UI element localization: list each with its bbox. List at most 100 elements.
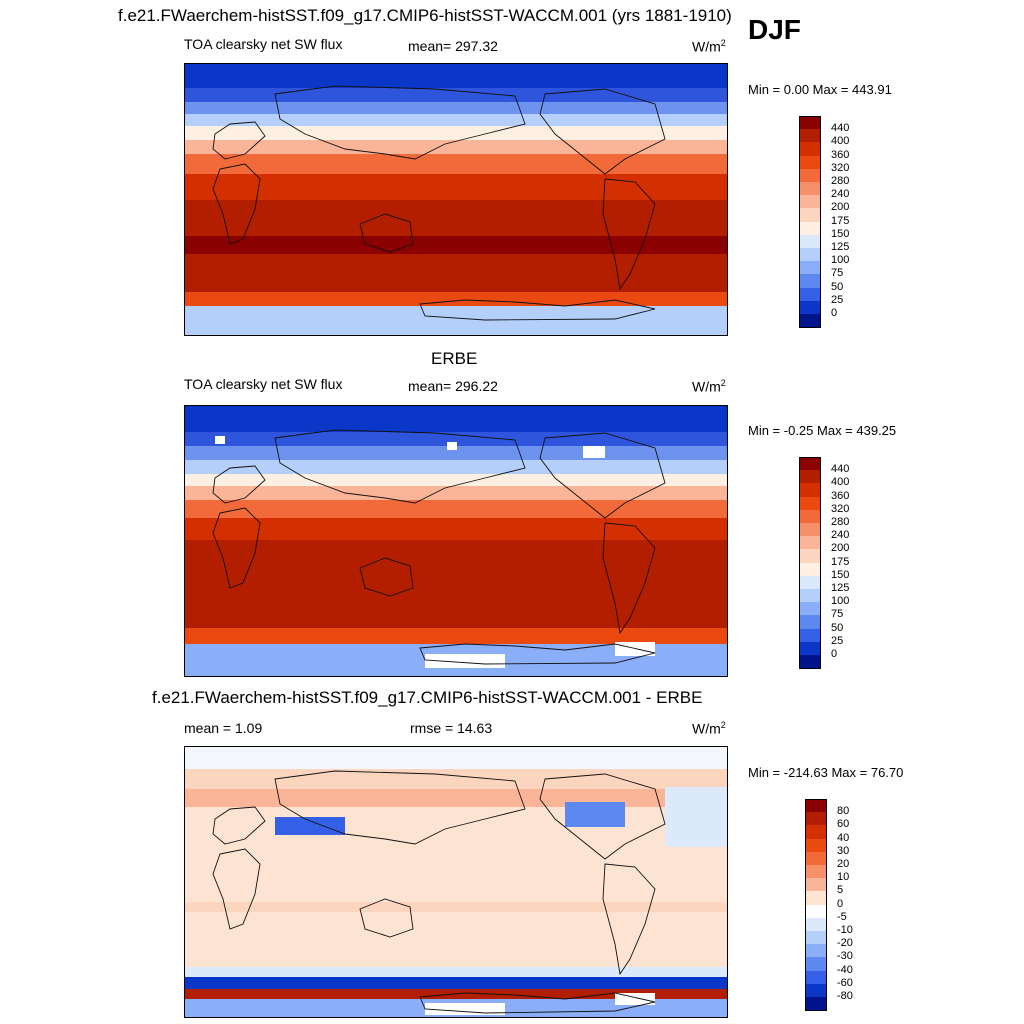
colorbar-tick-label: 280	[831, 175, 850, 187]
colorbar-tick-label: 150	[831, 227, 850, 240]
panel1-minmax-label: Min = 0.00 Max = 443.91	[748, 82, 892, 97]
colorbar-swatch	[805, 957, 827, 972]
colorbar-swatch	[799, 274, 821, 289]
panel1-mean-label: mean= 297.32	[408, 38, 498, 54]
colorbar-swatch	[805, 931, 827, 945]
colorbar-swatch	[805, 983, 827, 998]
panel2-minmax-label: Min = -0.25 Max = 439.25	[748, 423, 897, 438]
colorbar-swatch	[805, 838, 827, 853]
colorbar-swatch	[799, 575, 821, 590]
colorbar-swatch	[799, 155, 821, 170]
colorbar-tick-label: 25	[831, 634, 844, 647]
colorbar-tick-label: 100	[831, 595, 850, 608]
colorbar-tick-label: 320	[831, 502, 850, 515]
panel3-mean-label: mean = 1.09	[184, 720, 263, 736]
colorbar-tick-label: 400	[831, 476, 850, 489]
colorbar-tick-label: 60	[837, 818, 850, 831]
colorbar-tick-label: 240	[831, 188, 850, 201]
colorbar-tick-label: 5	[837, 884, 844, 897]
colorbar-tick-label: -40	[837, 963, 853, 976]
colorbar-tick-label: 360	[831, 489, 850, 502]
colorbar-tick-label: 440	[831, 463, 850, 476]
colorbar-tick-label: 25	[831, 293, 844, 306]
colorbar-swatch	[805, 825, 827, 840]
colorbar-swatch	[805, 917, 827, 932]
colorbar-tick-label: 10	[837, 871, 850, 884]
colorbar-swatch	[805, 970, 827, 985]
colorbar-tick-label: 240	[831, 529, 850, 542]
colorbar-swatch	[799, 248, 821, 262]
season-label: DJF	[748, 14, 801, 45]
panel2-mean-label: mean= 296.22	[408, 378, 498, 394]
colorbar-tick-label: -80	[837, 990, 853, 1002]
colorbar-swatch	[805, 799, 827, 813]
colorbar-swatch	[805, 944, 827, 958]
colorbar-swatch	[799, 208, 821, 223]
colorbar-swatch	[799, 168, 821, 183]
colorbar-swatch	[799, 589, 821, 603]
colorbar-tick-label: -20	[837, 937, 853, 950]
panel1-map	[184, 63, 728, 336]
panel1-variable-label: TOA clearsky net SW flux	[184, 36, 343, 52]
colorbar-swatch	[799, 641, 821, 656]
colorbar-swatch	[799, 182, 821, 196]
colorbar-tick-label: 100	[831, 254, 850, 267]
colorbar-tick-label: 440	[831, 122, 850, 135]
panel3-title: f.e21.FWaerchem-histSST.f09_g17.CMIP6-hi…	[152, 688, 703, 707]
colorbar-swatch	[799, 470, 821, 484]
colorbar-tick-label: 125	[831, 241, 850, 253]
panel2-colorbar: 440 400 360 320 280 240 200 175 150 125 100 75 50 25 0	[799, 457, 879, 669]
figure-title: f.e21.FWaerchem-histSST.f09_g17.CMIP6-hi…	[118, 6, 732, 25]
colorbar-swatch	[799, 116, 821, 130]
colorbar-swatch	[805, 878, 827, 892]
colorbar-tick-label: 200	[831, 201, 850, 214]
colorbar-swatch	[799, 549, 821, 564]
panel3-units-label: W/m2	[692, 720, 726, 737]
panel1-units-label: W/m2	[692, 38, 726, 55]
colorbar-swatch	[799, 457, 821, 471]
panel3-map	[184, 746, 728, 1018]
colorbar-tick-label: 175	[831, 555, 850, 568]
colorbar-swatch	[799, 129, 821, 143]
colorbar-swatch	[799, 536, 821, 550]
colorbar-swatch	[805, 865, 827, 879]
colorbar-swatch	[799, 314, 821, 328]
colorbar-tick-label: -10	[837, 924, 853, 936]
colorbar-tick-label: 40	[837, 831, 850, 844]
colorbar-swatch	[799, 509, 821, 524]
colorbar-swatch	[799, 300, 821, 315]
panel1-colorbar: 440 400 360 320 280 240 200 175 150 125 100 75 50 25 0	[799, 116, 879, 328]
colorbar-tick-label: -60	[837, 976, 853, 989]
colorbar-tick-label: 75	[831, 267, 844, 280]
colorbar-tick-label: 280	[831, 516, 850, 528]
panel3-minmax-label: Min = -214.63 Max = 76.70	[748, 765, 904, 780]
colorbar-swatch	[799, 234, 821, 249]
colorbar-swatch	[805, 997, 827, 1011]
panel2-units-label: W/m2	[692, 378, 726, 395]
colorbar-tick-label: 200	[831, 542, 850, 555]
colorbar-swatch	[799, 287, 821, 302]
colorbar-swatch	[799, 655, 821, 669]
colorbar-swatch	[805, 851, 827, 866]
colorbar-swatch	[799, 261, 821, 275]
panel2-map	[184, 405, 728, 677]
colorbar-tick-label: 320	[831, 161, 850, 174]
panel3-rmse-label: rmse = 14.63	[410, 720, 493, 736]
colorbar-tick-label: 360	[831, 148, 850, 161]
panel2-title: ERBE	[431, 349, 478, 368]
colorbar-swatch	[805, 904, 827, 919]
colorbar-swatch	[799, 615, 821, 630]
colorbar-tick-label: 75	[831, 608, 844, 621]
colorbar-swatch	[799, 602, 821, 616]
colorbar-tick-label: 175	[831, 214, 850, 227]
colorbar-swatch	[799, 483, 821, 498]
colorbar-swatch	[805, 891, 827, 906]
colorbar-tick-label: 0	[831, 648, 838, 660]
colorbar-tick-label: -5	[837, 910, 847, 923]
colorbar-tick-label: 150	[831, 568, 850, 581]
colorbar-swatch	[805, 812, 827, 826]
colorbar-tick-label: -30	[837, 950, 853, 963]
panel2-variable-label: TOA clearsky net SW flux	[184, 376, 343, 392]
panel3-colorbar: 80 60 40 30 20 10 5 0 -5 -10 -20 -30 -40 -60 -80	[805, 799, 885, 1011]
colorbar-swatch	[799, 142, 821, 157]
